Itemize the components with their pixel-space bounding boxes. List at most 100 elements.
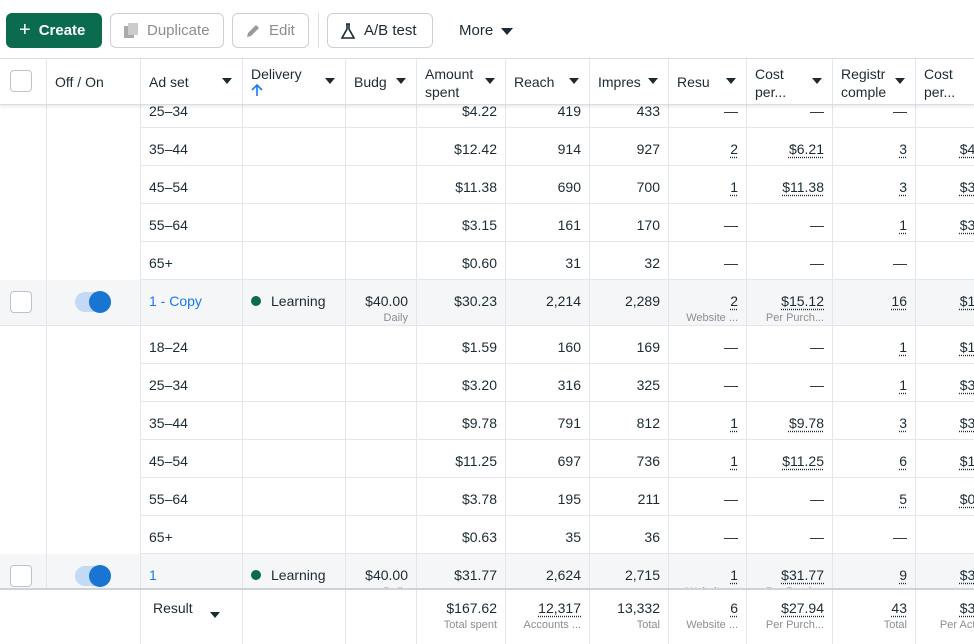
cost-value[interactable]: $31.77 [781, 567, 824, 583]
reg-value[interactable]: 1 [899, 377, 907, 393]
cost-value[interactable]: $9.78 [788, 415, 824, 431]
table-row: 65+ $0.60 31 32 — — — [0, 242, 974, 280]
table-cell: 211 [590, 478, 669, 516]
results-value[interactable]: 1 [730, 415, 738, 431]
impressions-value: 32 [644, 255, 660, 271]
table-cell: $9.78 [417, 402, 506, 440]
table-cell [47, 280, 141, 326]
footer-cell [346, 590, 417, 644]
results-value[interactable]: 2 [730, 293, 738, 309]
sort-caret [485, 78, 495, 84]
cost2-value[interactable]: $3.5 [959, 567, 974, 583]
select-all-checkbox[interactable] [10, 70, 32, 92]
cost-value[interactable]: $15.12 [781, 293, 824, 309]
reg-value[interactable]: 43 [891, 600, 907, 616]
reg-value[interactable]: — [893, 255, 907, 271]
cost-value[interactable]: — [810, 217, 824, 233]
table-cell: $3.2 [916, 364, 974, 402]
reg-value[interactable]: — [893, 105, 907, 119]
duplicate-button[interactable]: Duplicate [110, 13, 224, 48]
header-cell[interactable]: Reach [506, 59, 590, 104]
results-value[interactable]: 6 [730, 600, 738, 616]
header-cell[interactable]: Impres [590, 59, 669, 104]
results-value[interactable]: — [724, 105, 738, 119]
cost-value[interactable]: — [810, 377, 824, 393]
edit-button[interactable]: Edit [232, 13, 309, 48]
cost2-value[interactable]: $3.1 [959, 217, 974, 233]
table-cell: 419 [506, 105, 590, 128]
header-cell[interactable]: Ad set [141, 59, 243, 104]
cost-value[interactable]: $27.94 [781, 600, 824, 616]
header-cell[interactable]: Resu [669, 59, 747, 104]
table-cell: 791 [506, 402, 590, 440]
results-value[interactable]: — [724, 491, 738, 507]
table-header: Off / On Ad set Delivery Budg Amount spent Re… [0, 58, 974, 105]
cost2-value[interactable]: $4.1 [959, 141, 974, 157]
header-cell[interactable]: Off / On [47, 59, 141, 104]
toggle-switch[interactable] [75, 565, 111, 587]
reg-value[interactable]: 3 [899, 415, 907, 431]
results-subtitle: Website ... [686, 619, 738, 631]
cost-value[interactable]: — [810, 491, 824, 507]
reg-value[interactable]: 16 [891, 293, 907, 309]
table-cell [47, 242, 141, 280]
cost2-value[interactable]: $1.8 [959, 453, 974, 469]
cost2-value[interactable]: $1.8 [959, 293, 974, 309]
more-button[interactable]: More [446, 13, 526, 48]
reg-value[interactable]: 6 [899, 453, 907, 469]
header-cell[interactable]: Cost per... [916, 59, 974, 104]
reg-value[interactable]: 5 [899, 491, 907, 507]
reg-value[interactable]: — [893, 529, 907, 545]
header-cell[interactable]: Registr comple [833, 59, 916, 104]
toggle-switch[interactable] [75, 291, 111, 313]
cost2-value[interactable]: $3.9 [959, 600, 974, 616]
table-cell: — [747, 105, 833, 128]
spent-value: $0.63 [461, 529, 497, 545]
cost-value[interactable]: — [810, 105, 824, 119]
results-value[interactable]: — [724, 255, 738, 271]
create-button[interactable]: + Create [6, 13, 102, 48]
create-label: Create [38, 22, 86, 39]
table-cell: 18–24 [141, 326, 243, 364]
results-value[interactable]: — [724, 529, 738, 545]
header-cell[interactable]: Delivery [243, 59, 346, 104]
ab-test-button[interactable]: A/B test [327, 13, 433, 48]
results-value[interactable]: 1 [730, 453, 738, 469]
cost2-value[interactable]: $0.7 [959, 491, 974, 507]
results-value[interactable]: 2 [730, 141, 738, 157]
header-label: Delivery [251, 66, 302, 82]
cost-value[interactable]: $11.38 [782, 179, 824, 195]
results-value[interactable]: 1 [730, 567, 738, 583]
reach-value[interactable]: 12,317 [538, 600, 581, 616]
results-value[interactable]: — [724, 217, 738, 233]
reg-value[interactable]: 1 [899, 339, 907, 355]
reg-value[interactable]: 3 [899, 179, 907, 195]
cost-value[interactable]: — [810, 339, 824, 355]
reg-value[interactable]: 3 [899, 141, 907, 157]
table-cell: $40.00 Daily [346, 554, 417, 588]
cost-subtitle: Per Purch... [755, 586, 824, 588]
table-cell [47, 166, 141, 204]
spent-value: $11.38 [455, 179, 497, 195]
reg-value[interactable]: 1 [899, 217, 907, 233]
header-cell[interactable]: Budg [346, 59, 417, 104]
header-cell[interactable]: Amount spent [417, 59, 506, 104]
table-row: 45–54 $11.25 697 736 1 $11.25 6 $1.8 [0, 440, 974, 478]
header-cell[interactable]: Cost per... [747, 59, 833, 104]
cost2-value[interactable]: $1.5 [959, 339, 974, 355]
results-value[interactable]: — [724, 339, 738, 355]
cost-value[interactable]: — [810, 255, 824, 271]
cost2-value[interactable]: $3.7 [959, 179, 974, 195]
cost-value[interactable]: $11.25 [782, 453, 824, 469]
results-value[interactable]: 1 [730, 179, 738, 195]
row-checkbox[interactable] [10, 565, 32, 587]
reg-value[interactable]: 9 [899, 567, 907, 583]
cost2-value[interactable]: $3.2 [959, 377, 974, 393]
spent-value: $11.25 [455, 453, 497, 469]
cost-value[interactable]: — [810, 529, 824, 545]
result-caret[interactable] [210, 612, 220, 618]
cost-value[interactable]: $6.21 [788, 141, 824, 157]
results-value[interactable]: — [724, 377, 738, 393]
row-checkbox[interactable] [10, 291, 32, 313]
cost2-value[interactable]: $3.2 [959, 415, 974, 431]
